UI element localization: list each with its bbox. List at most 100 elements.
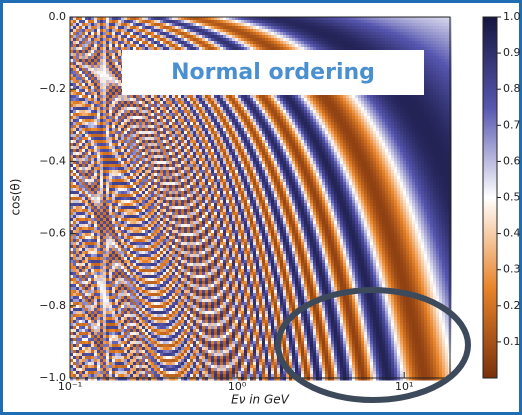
heatmap-cell (91, 323, 95, 327)
heatmap-cell (190, 155, 194, 159)
heatmap-cell (76, 218, 80, 222)
heatmap-cell (157, 350, 161, 354)
heatmap-cell (94, 218, 98, 222)
heatmap-cell (178, 248, 182, 252)
heatmap-cell (160, 317, 164, 321)
heatmap-cell (94, 365, 98, 369)
heatmap-cell (163, 332, 167, 336)
heatmap-cell (163, 182, 167, 186)
heatmap-cell (157, 113, 161, 117)
heatmap-cell (175, 242, 179, 246)
heatmap-cell (85, 77, 89, 81)
heatmap-cell (151, 26, 155, 30)
heatmap-cell (82, 140, 86, 144)
heatmap-cell (154, 20, 158, 24)
heatmap-cell (112, 104, 116, 108)
heatmap-cell (73, 152, 77, 156)
heatmap-cell (91, 26, 95, 30)
heatmap-cell (70, 152, 74, 156)
heatmap-cell (109, 365, 113, 369)
heatmap-cell (79, 119, 83, 123)
heatmap-cell (118, 203, 122, 207)
heatmap-cell (169, 353, 173, 357)
heatmap-cell (70, 116, 74, 120)
heatmap-cell (82, 347, 86, 351)
heatmap-cell (118, 350, 122, 354)
heatmap-cell (124, 269, 128, 273)
heatmap-cell (121, 299, 125, 303)
heatmap-cell (73, 215, 77, 219)
heatmap-cell (190, 323, 194, 327)
heatmap-cell (79, 359, 83, 363)
heatmap-cell (91, 101, 95, 105)
heatmap-cell (79, 26, 83, 30)
heatmap-cell (175, 128, 179, 132)
heatmap-cell (130, 167, 134, 171)
heatmap-cell (169, 248, 173, 252)
heatmap-cell (193, 41, 197, 45)
heatmap-cell (172, 218, 176, 222)
heatmap-cell (103, 32, 107, 36)
heatmap-cell (94, 47, 98, 51)
heatmap-cell (175, 173, 179, 177)
heatmap-cell (121, 17, 125, 21)
heatmap-cell (97, 179, 101, 183)
heatmap-cell (136, 281, 140, 285)
heatmap-cell (184, 125, 188, 129)
heatmap-cell (136, 311, 140, 315)
heatmap-cell (133, 137, 137, 141)
heatmap-cell (160, 116, 164, 120)
heatmap-cell (193, 38, 197, 42)
heatmap-cell (148, 290, 152, 294)
heatmap-cell (154, 290, 158, 294)
heatmap-cell (187, 260, 191, 264)
heatmap-cell (172, 320, 176, 324)
heatmap-cell (154, 98, 158, 102)
heatmap-cell (73, 332, 77, 336)
heatmap-cell (100, 326, 104, 330)
heatmap-cell (163, 38, 167, 42)
heatmap-cell (175, 104, 179, 108)
heatmap-cell (139, 152, 143, 156)
heatmap-cell (160, 299, 164, 303)
heatmap-cell (97, 341, 101, 345)
heatmap-cell (85, 248, 89, 252)
heatmap-cell (160, 275, 164, 279)
heatmap-cell (193, 29, 197, 33)
heatmap-cell (154, 152, 158, 156)
heatmap-cell (142, 122, 146, 126)
heatmap-cell (73, 266, 77, 270)
heatmap-cell (169, 101, 173, 105)
heatmap-cell (79, 164, 83, 168)
heatmap-cell (163, 170, 167, 174)
heatmap-cell (82, 263, 86, 267)
heatmap-cell (85, 290, 89, 294)
heatmap-cell (133, 230, 137, 234)
heatmap-cell (154, 197, 158, 201)
heatmap-cell (79, 17, 83, 21)
heatmap-cell (178, 284, 182, 288)
heatmap-cell (178, 329, 182, 333)
heatmap-cell (154, 107, 158, 111)
heatmap-cell (145, 236, 149, 240)
heatmap-cell (130, 32, 134, 36)
heatmap-cell (106, 368, 110, 372)
heatmap-cell (103, 323, 107, 327)
heatmap-cell (136, 35, 140, 39)
heatmap-cell (79, 341, 83, 345)
heatmap-cell (124, 356, 128, 360)
heatmap-cell (121, 98, 125, 102)
heatmap-cell (130, 239, 134, 243)
heatmap-cell (91, 335, 95, 339)
heatmap-cell (178, 350, 182, 354)
heatmap-cell (160, 338, 164, 342)
heatmap-cell (190, 191, 194, 195)
heatmap-cell (187, 125, 191, 129)
heatmap-cell (130, 302, 134, 306)
heatmap-cell (178, 47, 182, 51)
heatmap-cell (118, 212, 122, 216)
heatmap-cell (190, 329, 194, 333)
heatmap-cell (157, 170, 161, 174)
heatmap-cell (79, 122, 83, 126)
heatmap-cell (127, 251, 131, 255)
